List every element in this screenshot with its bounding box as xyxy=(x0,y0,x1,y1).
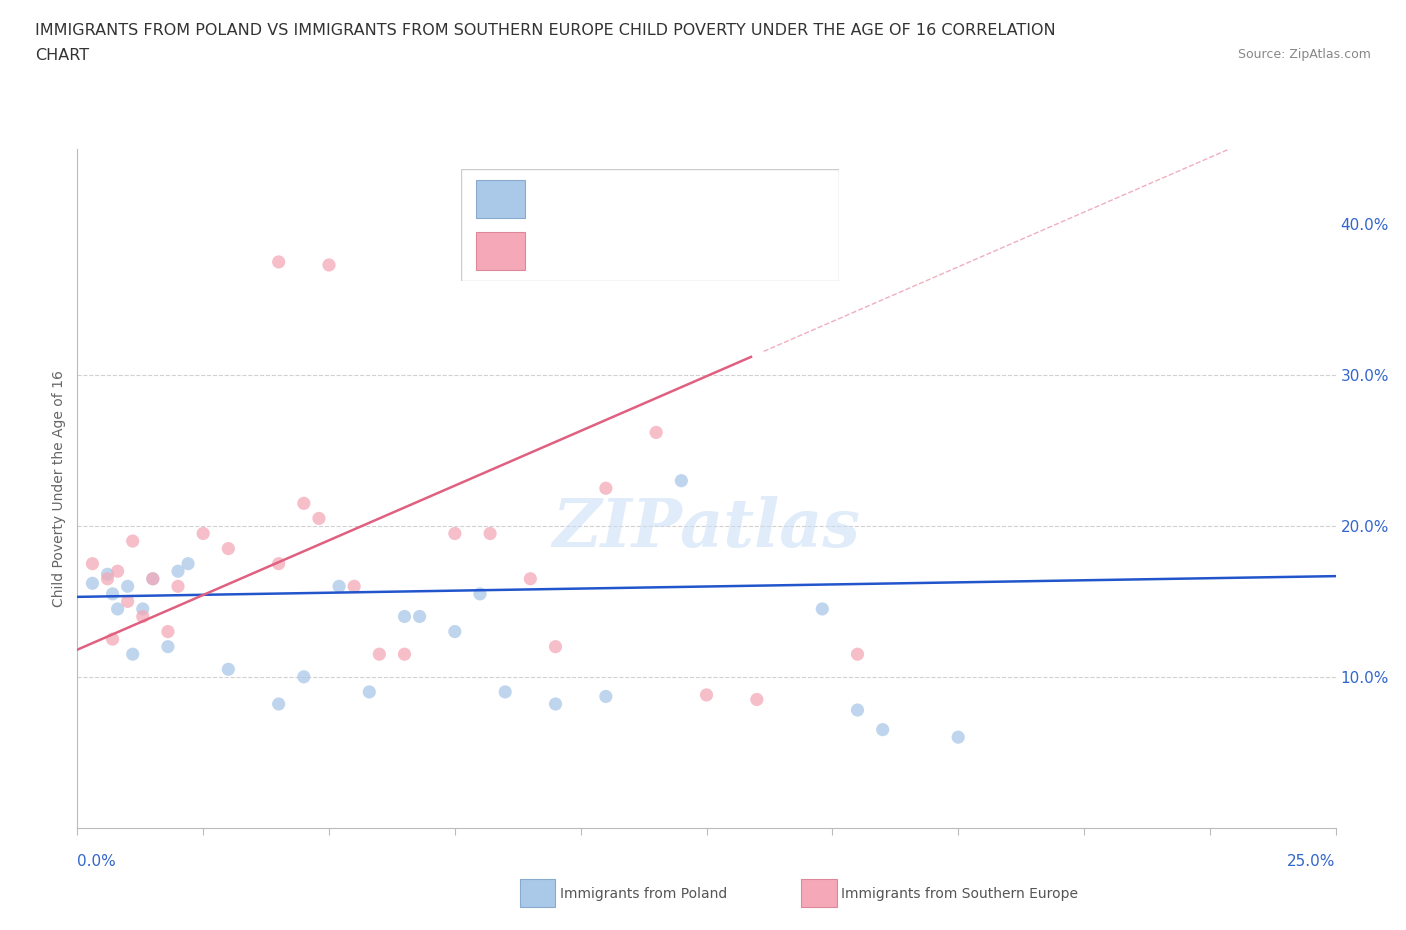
Point xyxy=(132,602,155,617)
Point xyxy=(217,541,239,556)
Point xyxy=(368,646,391,661)
Point xyxy=(846,702,869,717)
Point xyxy=(117,578,139,593)
Point xyxy=(811,602,834,617)
Point xyxy=(96,566,118,581)
Point xyxy=(167,564,190,578)
Point xyxy=(671,473,693,488)
Text: Immigrants from Poland: Immigrants from Poland xyxy=(560,886,727,901)
Point xyxy=(267,556,290,571)
Point xyxy=(217,662,239,677)
Text: 25.0%: 25.0% xyxy=(1288,854,1336,869)
Point xyxy=(101,631,124,646)
Point xyxy=(544,639,567,654)
Y-axis label: Child Poverty Under the Age of 16: Child Poverty Under the Age of 16 xyxy=(52,370,66,606)
Point xyxy=(191,526,215,541)
Point xyxy=(479,526,502,541)
Point xyxy=(328,578,350,593)
Point xyxy=(745,692,768,707)
Point xyxy=(494,684,516,699)
Point xyxy=(595,689,617,704)
Point xyxy=(167,578,190,593)
Point xyxy=(82,576,104,591)
Text: IMMIGRANTS FROM POLAND VS IMMIGRANTS FROM SOUTHERN EUROPE CHILD POVERTY UNDER TH: IMMIGRANTS FROM POLAND VS IMMIGRANTS FRO… xyxy=(35,23,1056,38)
Point xyxy=(394,609,416,624)
Point xyxy=(292,670,315,684)
Point xyxy=(142,571,165,586)
Point xyxy=(696,687,718,702)
Point xyxy=(872,723,894,737)
Point xyxy=(444,624,467,639)
Point xyxy=(468,587,491,602)
Point xyxy=(132,609,155,624)
Point xyxy=(96,571,118,586)
Point xyxy=(267,255,290,270)
Point xyxy=(267,697,290,711)
Point xyxy=(846,646,869,661)
Point xyxy=(444,526,467,541)
Point xyxy=(544,697,567,711)
Point xyxy=(359,684,381,699)
Point xyxy=(292,496,315,511)
Point xyxy=(121,534,143,549)
Text: Immigrants from Southern Europe: Immigrants from Southern Europe xyxy=(841,886,1078,901)
Text: 0.0%: 0.0% xyxy=(77,854,117,869)
Point xyxy=(142,571,165,586)
Point xyxy=(408,609,430,624)
Point xyxy=(177,556,200,571)
Point xyxy=(101,587,124,602)
Text: CHART: CHART xyxy=(35,48,89,63)
Point xyxy=(318,258,340,272)
Point xyxy=(343,578,366,593)
Point xyxy=(107,602,129,617)
Point xyxy=(645,425,668,440)
Point xyxy=(308,511,330,525)
Text: ZIPatlas: ZIPatlas xyxy=(553,497,860,562)
Point xyxy=(156,624,179,639)
Point xyxy=(595,481,617,496)
Point xyxy=(117,594,139,609)
Point xyxy=(156,639,179,654)
Point xyxy=(394,646,416,661)
Point xyxy=(121,646,143,661)
Point xyxy=(82,556,104,571)
Text: Source: ZipAtlas.com: Source: ZipAtlas.com xyxy=(1237,48,1371,61)
Point xyxy=(519,571,541,586)
Point xyxy=(948,730,970,745)
Point xyxy=(107,564,129,578)
